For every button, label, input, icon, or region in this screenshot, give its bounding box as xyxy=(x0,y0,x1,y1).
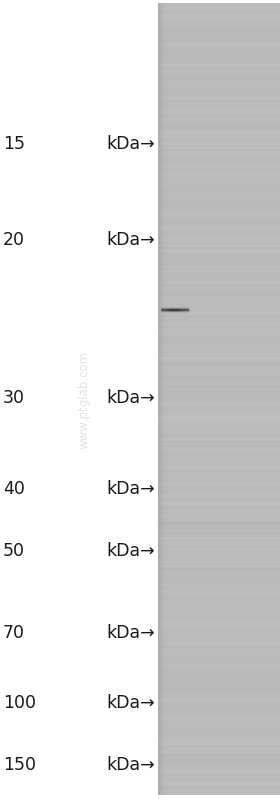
Text: kDa→: kDa→ xyxy=(106,694,155,712)
Text: kDa→: kDa→ xyxy=(106,389,155,407)
Text: kDa→: kDa→ xyxy=(106,231,155,248)
Text: kDa→: kDa→ xyxy=(106,543,155,560)
Text: 30: 30 xyxy=(3,389,25,407)
Text: 70: 70 xyxy=(3,624,25,642)
Text: 40: 40 xyxy=(3,480,25,498)
Text: www.ptglab.com: www.ptglab.com xyxy=(78,351,90,448)
Text: 100: 100 xyxy=(3,694,36,712)
Text: 15: 15 xyxy=(3,135,25,153)
Text: 50: 50 xyxy=(3,543,25,560)
Text: kDa→: kDa→ xyxy=(106,757,155,774)
Text: kDa→: kDa→ xyxy=(106,135,155,153)
Text: 150: 150 xyxy=(3,757,36,774)
Text: kDa→: kDa→ xyxy=(106,480,155,498)
Text: kDa→: kDa→ xyxy=(106,624,155,642)
Text: 20: 20 xyxy=(3,231,25,248)
